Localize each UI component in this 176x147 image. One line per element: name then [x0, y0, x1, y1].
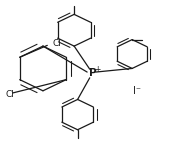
Text: P: P [89, 69, 96, 78]
Text: I⁻: I⁻ [133, 86, 141, 96]
Text: +: + [94, 65, 100, 74]
Text: Cl: Cl [52, 39, 61, 48]
Text: Cl: Cl [6, 90, 15, 99]
